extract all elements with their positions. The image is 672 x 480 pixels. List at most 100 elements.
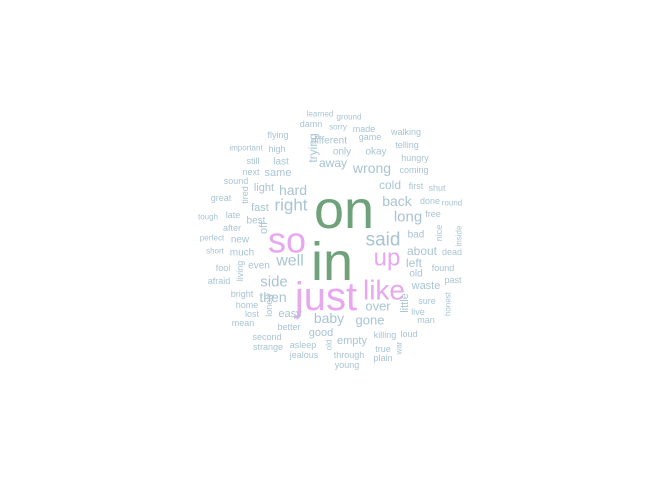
word-waste: waste [411, 280, 441, 292]
word-telling: telling [395, 140, 419, 150]
word-afraid: afraid [208, 276, 231, 286]
word-old: old [409, 269, 422, 280]
word-nice: nice [434, 225, 444, 242]
word-better: better [277, 322, 300, 332]
word-home: home [236, 300, 259, 310]
word-live: live [411, 307, 425, 317]
word-light: light [254, 182, 274, 194]
word-sound: sound [224, 176, 249, 186]
word-lonely: lonely [264, 293, 274, 317]
word-new: new [231, 235, 250, 246]
word-jealous: jealous [289, 350, 319, 360]
word-same: same [265, 167, 292, 179]
word-about: about [407, 244, 438, 258]
word-last: last [273, 157, 289, 168]
word-loud: loud [400, 329, 417, 339]
word-perfect: perfect [200, 234, 225, 243]
word-learned: learned [307, 110, 334, 119]
word-over: over [365, 299, 391, 314]
word-only: only [333, 147, 351, 158]
word-damn: damn [300, 119, 323, 129]
word-killing: killing [374, 330, 397, 340]
word-hungry: hungry [401, 153, 429, 163]
word-still: still [247, 156, 260, 166]
word-lost: lost [245, 309, 260, 319]
word-so: so [268, 220, 306, 261]
word-shut: shut [428, 183, 446, 193]
word-flying: flying [267, 130, 288, 140]
word-late: late [226, 210, 241, 220]
word-just: just [294, 275, 357, 319]
word-war: war [395, 341, 404, 355]
word-short: short [206, 247, 225, 256]
word-even: even [248, 261, 270, 272]
word-off: off [258, 221, 270, 234]
word-mean: mean [232, 318, 255, 328]
word-in: in [311, 232, 353, 292]
word-hard: hard [279, 182, 307, 198]
word-tired: tired [240, 186, 250, 204]
word-on: on [314, 180, 374, 240]
word-away: away [319, 156, 347, 170]
word-free: free [425, 209, 441, 219]
word-important: important [229, 144, 263, 153]
word-dead: dead [442, 247, 462, 257]
word-living: living [235, 261, 245, 282]
word-done: done [420, 196, 440, 206]
word-tough: tough [198, 213, 218, 222]
word-second: second [252, 332, 281, 342]
word-trying: trying [306, 133, 320, 162]
word-next: next [242, 167, 260, 177]
word-great: great [211, 193, 232, 203]
word-different: different [311, 136, 347, 147]
word-old: old [325, 340, 334, 351]
word-bad: bad [408, 230, 425, 241]
word-young: young [335, 360, 360, 370]
word-fast: fast [251, 202, 269, 214]
word-long: long [394, 209, 422, 226]
word-back: back [382, 193, 413, 209]
word-found: found [432, 263, 455, 273]
word-first: first [409, 181, 424, 191]
word-much: much [230, 248, 254, 259]
word-man: man [417, 315, 435, 325]
word-sorry: sorry [329, 123, 347, 132]
word-game: game [359, 132, 382, 142]
word-little: little [399, 293, 411, 313]
word-through: through [334, 350, 365, 360]
word-like: like [363, 275, 405, 306]
word-coming: coming [399, 165, 428, 175]
word-made: made [353, 124, 376, 134]
word-honest: honest [444, 291, 453, 316]
word-cold: cold [379, 178, 401, 192]
word-plain: plain [373, 353, 392, 363]
word-then: then [259, 289, 286, 305]
word-wrong: wrong [352, 160, 391, 176]
word-high: high [268, 144, 285, 154]
word-up: up [374, 245, 401, 272]
word-well: well [275, 253, 304, 270]
word-said: said [366, 230, 401, 251]
word-after: after [223, 223, 241, 233]
word-fool: fool [216, 263, 231, 273]
word-right: right [274, 196, 307, 215]
word-left: left [406, 256, 423, 270]
word-easy: easy [278, 308, 302, 320]
word-okay: okay [365, 147, 386, 158]
word-good: good [309, 327, 333, 339]
word-walking: walking [390, 127, 421, 137]
word-best: best [247, 216, 266, 227]
word-round: round [442, 199, 462, 208]
word-side: side [260, 274, 288, 291]
word-inside: inside [455, 225, 464, 246]
word-baby: baby [314, 310, 344, 326]
word-bright: bright [231, 289, 254, 299]
word-true: true [375, 344, 391, 354]
word-sure: sure [418, 296, 436, 306]
word-gone: gone [356, 313, 385, 328]
word-asleep: asleep [290, 340, 317, 350]
word-past: past [444, 275, 462, 285]
word-strange: strange [253, 342, 283, 352]
word-ground: ground [337, 113, 362, 122]
